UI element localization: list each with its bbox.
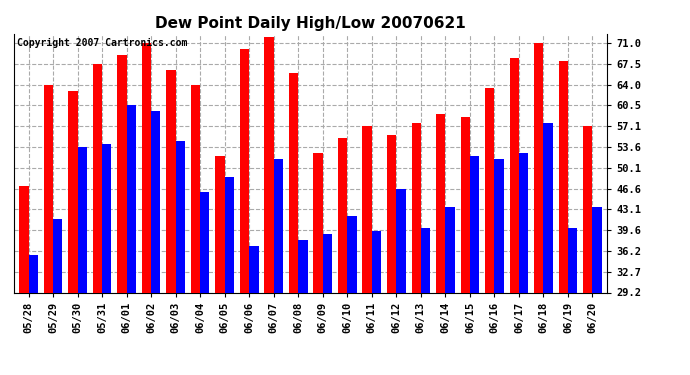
Text: Copyright 2007 Cartronics.com: Copyright 2007 Cartronics.com <box>17 38 187 48</box>
Bar <box>92 64 102 375</box>
Bar <box>142 43 151 375</box>
Bar <box>362 126 372 375</box>
Bar <box>176 141 185 375</box>
Bar <box>323 234 332 375</box>
Bar <box>470 156 479 375</box>
Bar <box>298 240 308 375</box>
Title: Dew Point Daily High/Low 20070621: Dew Point Daily High/Low 20070621 <box>155 16 466 31</box>
Bar <box>495 159 504 375</box>
Bar <box>249 246 259 375</box>
Bar <box>583 126 593 375</box>
Bar <box>53 219 62 375</box>
Bar <box>264 37 274 375</box>
Bar <box>166 70 176 375</box>
Bar <box>338 138 347 375</box>
Bar <box>151 111 161 375</box>
Bar <box>191 84 200 375</box>
Bar <box>289 73 298 375</box>
Bar <box>460 117 470 375</box>
Bar <box>19 186 28 375</box>
Bar <box>510 58 519 375</box>
Bar <box>313 153 323 375</box>
Bar <box>387 135 396 375</box>
Bar <box>28 255 38 375</box>
Bar <box>559 61 568 375</box>
Bar <box>396 189 406 375</box>
Bar <box>372 231 381 375</box>
Bar <box>568 228 578 375</box>
Bar <box>68 90 77 375</box>
Bar <box>485 87 495 375</box>
Bar <box>117 55 126 375</box>
Bar <box>544 123 553 375</box>
Bar <box>126 105 136 375</box>
Bar <box>411 123 421 375</box>
Bar <box>225 177 234 375</box>
Bar <box>43 84 53 375</box>
Bar <box>421 228 430 375</box>
Bar <box>77 147 87 375</box>
Bar <box>240 49 249 375</box>
Bar <box>593 207 602 375</box>
Bar <box>102 144 111 375</box>
Bar <box>436 114 445 375</box>
Bar <box>445 207 455 375</box>
Bar <box>274 159 283 375</box>
Bar <box>347 216 357 375</box>
Bar <box>200 192 210 375</box>
Bar <box>534 43 544 375</box>
Bar <box>519 153 529 375</box>
Bar <box>215 156 225 375</box>
